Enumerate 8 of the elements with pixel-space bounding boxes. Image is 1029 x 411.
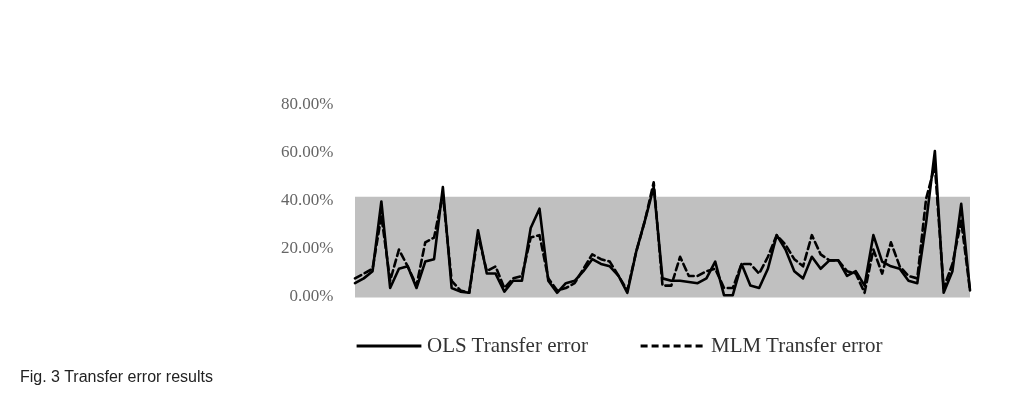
legend-label: MLM Transfer error — [711, 333, 883, 357]
legend-label: OLS Transfer error — [427, 333, 588, 357]
y-tick-label: 0.00% — [289, 285, 334, 305]
y-tick-label: 80.00% — [281, 93, 334, 113]
y-tick-label: 60.00% — [281, 141, 334, 161]
y-tick-label: 20.00% — [281, 237, 334, 257]
y-tick-label: 40.00% — [281, 189, 334, 209]
caption: Fig. 3 Transfer error results — [20, 368, 213, 386]
